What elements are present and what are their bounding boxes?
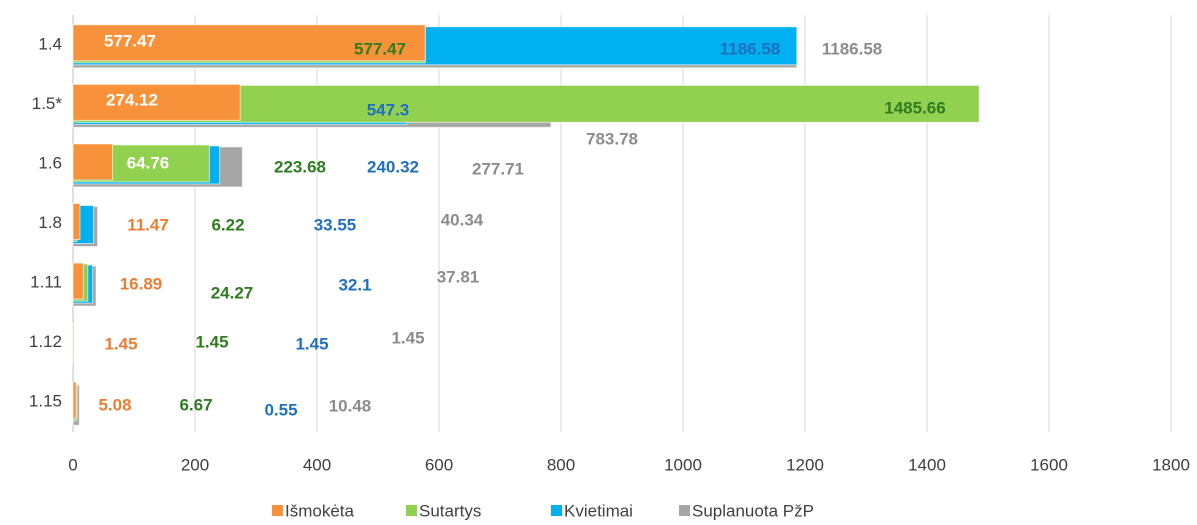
data-label: 1.45 <box>391 328 424 347</box>
x-tick-label: 400 <box>303 455 331 474</box>
data-label: 5.08 <box>98 395 131 414</box>
data-label: 1186.58 <box>822 39 883 58</box>
data-label: 783.78 <box>586 129 638 148</box>
data-label: 37.81 <box>437 267 480 286</box>
data-label: 32.1 <box>338 275 371 294</box>
data-label: 1186.58 <box>720 39 781 58</box>
data-label: 1485.66 <box>884 98 945 117</box>
legend-swatch <box>406 505 417 516</box>
y-tick-label: 1.11 <box>30 273 62 292</box>
data-label: 33.55 <box>314 215 357 234</box>
bar <box>72 83 241 121</box>
legend-label: Kvietimai <box>564 501 633 520</box>
data-label: 11.47 <box>127 215 169 234</box>
data-label: 1.45 <box>104 334 137 353</box>
data-label: 547.3 <box>367 100 410 119</box>
data-label: 223.68 <box>274 157 326 176</box>
data-label: 10.48 <box>329 396 372 415</box>
data-label: 240.32 <box>367 157 419 176</box>
x-tick-label: 800 <box>547 455 575 474</box>
data-label: 577.47 <box>104 31 156 50</box>
x-tick-label: 1000 <box>664 455 702 474</box>
data-label: 6.67 <box>179 395 212 414</box>
data-label: 1.45 <box>295 334 328 353</box>
y-tick-label: 1.4 <box>38 34 62 53</box>
legend-swatch <box>679 505 690 516</box>
x-tick-label: 600 <box>425 455 453 474</box>
y-tick-label: 1.12 <box>29 332 62 351</box>
y-tick-label: 1.5* <box>32 94 63 113</box>
legend-label: Sutartys <box>419 501 481 520</box>
data-label: 6.22 <box>211 215 244 234</box>
bar <box>72 143 114 181</box>
data-label: 577.47 <box>354 39 406 58</box>
x-tick-label: 200 <box>181 455 209 474</box>
x-tick-label: 0 <box>68 455 77 474</box>
data-label: 1.45 <box>195 332 228 351</box>
legend-swatch <box>551 505 562 516</box>
bar <box>72 24 426 62</box>
x-tick-label: 1800 <box>1152 455 1190 474</box>
x-tick-label: 1200 <box>786 455 824 474</box>
data-label: 277.71 <box>472 159 524 178</box>
y-tick-label: 1.6 <box>38 153 62 172</box>
data-label: 0.55 <box>264 400 297 419</box>
legend-label: Išmokėta <box>285 501 355 520</box>
legend-label: Suplanuota PžP <box>692 501 814 520</box>
data-label: 24.27 <box>211 283 254 302</box>
legend-swatch <box>272 505 283 516</box>
x-tick-label: 1600 <box>1030 455 1068 474</box>
bar <box>72 381 77 419</box>
data-label: 64.76 <box>127 153 170 172</box>
y-tick-label: 1.8 <box>38 213 62 232</box>
data-label: 274.12 <box>106 90 158 109</box>
data-label: 16.89 <box>120 274 163 293</box>
bar <box>72 322 75 360</box>
x-tick-label: 1400 <box>908 455 946 474</box>
bar <box>72 262 84 300</box>
y-tick-label: 1.15 <box>29 392 62 411</box>
bar <box>72 203 81 240</box>
data-label: 40.34 <box>441 210 484 229</box>
